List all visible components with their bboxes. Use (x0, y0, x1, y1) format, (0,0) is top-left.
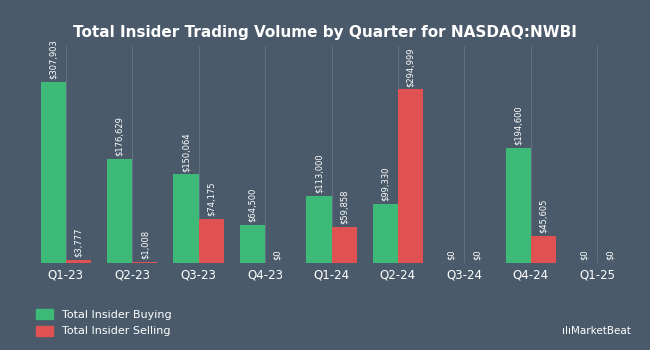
Bar (107, 159, 132, 262)
Text: ılıMarketBeat: ılıMarketBeat (562, 326, 630, 336)
Text: $0: $0 (447, 249, 456, 260)
Text: $1,008: $1,008 (140, 230, 150, 259)
Text: $0: $0 (273, 249, 282, 260)
Text: $0: $0 (605, 249, 614, 260)
Bar (199, 219, 224, 262)
Text: $150,064: $150,064 (181, 132, 190, 172)
Text: $3,777: $3,777 (74, 228, 83, 257)
Legend: Total Insider Buying, Total Insider Selling: Total Insider Buying, Total Insider Sell… (32, 305, 176, 341)
Text: $176,629: $176,629 (115, 116, 124, 156)
Bar (240, 225, 265, 262)
Text: $294,999: $294,999 (406, 47, 415, 86)
Text: $99,330: $99,330 (381, 167, 390, 201)
Bar (174, 175, 199, 262)
Text: $59,858: $59,858 (339, 190, 348, 224)
Text: $64,500: $64,500 (248, 187, 257, 222)
Bar (40, 82, 66, 262)
Bar (332, 228, 357, 262)
Bar (306, 196, 332, 262)
Text: $0: $0 (580, 249, 589, 260)
Bar (398, 90, 423, 262)
Bar (372, 204, 398, 262)
Text: $307,903: $307,903 (49, 39, 58, 79)
Text: $113,000: $113,000 (315, 154, 324, 193)
Text: $0: $0 (473, 249, 482, 260)
Text: $194,600: $194,600 (514, 106, 523, 146)
Text: $45,605: $45,605 (539, 198, 548, 233)
Bar (66, 260, 91, 262)
Text: $74,175: $74,175 (207, 182, 216, 216)
Bar (531, 236, 556, 262)
Bar (506, 148, 531, 262)
Text: Total Insider Trading Volume by Quarter for NASDAQ:NWBI: Total Insider Trading Volume by Quarter … (73, 25, 577, 40)
